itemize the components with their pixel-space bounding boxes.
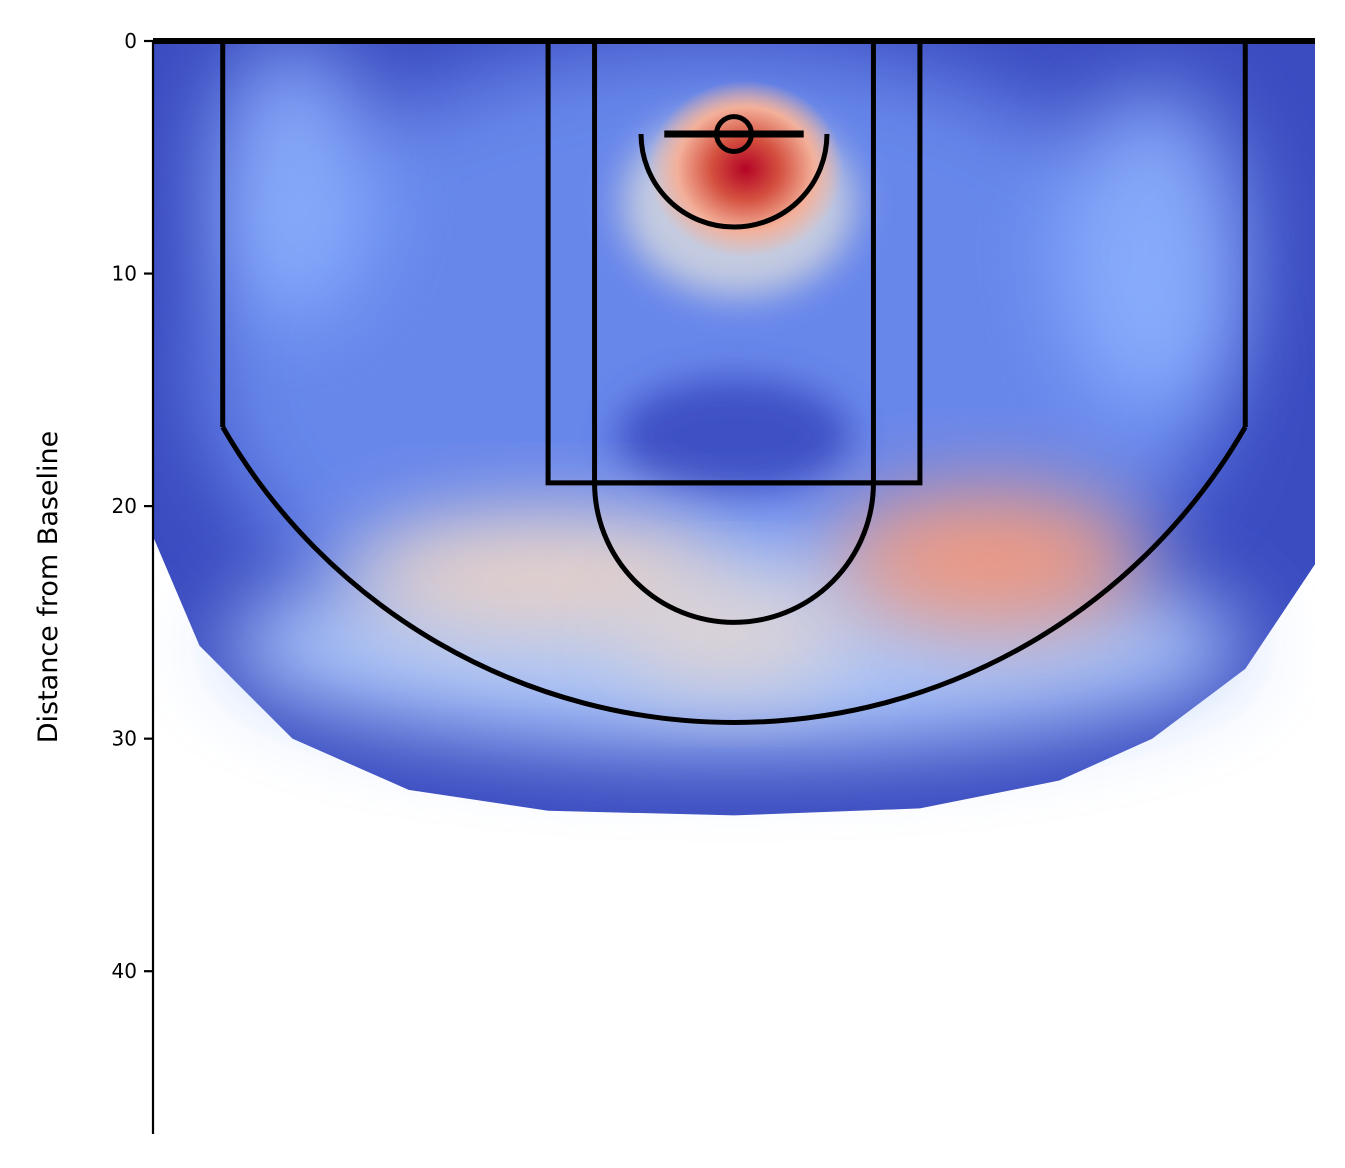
density-blob-3: [617, 378, 851, 495]
y-axis: 0 10 20 30 40: [112, 29, 155, 1134]
y-tick-label: 10: [112, 262, 137, 286]
density-blob-2: [1059, 87, 1246, 414]
y-tick-label: 20: [112, 494, 137, 518]
y-axis-label: Distance from Baseline: [33, 431, 64, 744]
y-tick-label: 0: [124, 29, 137, 53]
density-blob-7: [838, 489, 1141, 630]
y-tick-label: 40: [112, 959, 137, 983]
free-throw-circle: [592, 482, 876, 625]
density-blob-1: [211, 41, 374, 321]
y-tick-label: 30: [112, 727, 137, 751]
court-lines: [153, 38, 1315, 725]
hoop: [714, 114, 754, 154]
three-point-arc: [220, 425, 1248, 725]
density-heat-layer: [153, 41, 1315, 816]
density-hotspot-rim: [648, 80, 844, 258]
density-blob-5: [350, 515, 723, 637]
inner-paint-box: [592, 38, 876, 486]
restricted-area-arc: [638, 134, 830, 230]
